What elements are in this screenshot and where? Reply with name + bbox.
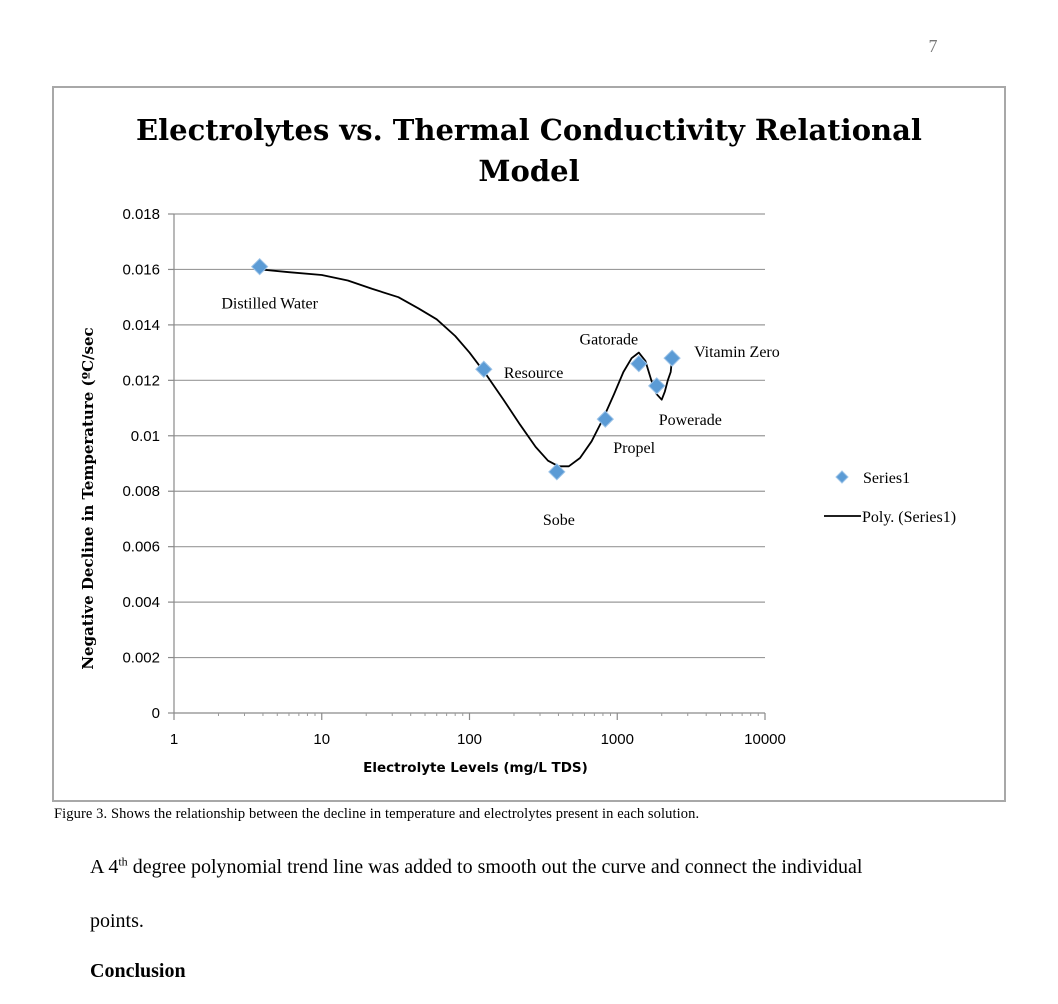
chart-svg: Electrolytes vs. Thermal Conductivity Re… [79,113,956,776]
data-point-marker [663,349,681,367]
y-tick-label: 0.004 [122,594,160,611]
section-heading-conclusion: Conclusion [90,960,186,982]
x-tick-label: 10000 [744,731,786,748]
y-tick-label: 0.006 [122,539,160,556]
ordinal-superscript: th [118,854,128,869]
trendline-path [259,268,673,468]
chart-title-line: Electrolytes vs. Thermal Conductivity Re… [136,113,922,147]
data-point-marker [596,410,615,428]
body-text-rest: degree polynomial trend line was added t… [127,856,863,878]
body-text-start: A 4 [90,856,119,878]
data-point-marker [548,463,566,481]
data-label: Resource [504,365,564,382]
x-tick-label: 1000 [601,731,634,748]
x-tick-label: 10 [313,731,330,748]
data-point-marker [250,257,269,276]
legend-label-series1: Series1 [863,470,910,487]
y-tick-label: 0.01 [131,428,160,445]
data-point-marker [630,354,648,373]
x-axis-title: Electrolyte Levels (mg/L TDS) [363,760,588,776]
y-tick-label: 0 [152,705,160,722]
figure-caption: Figure 3. Shows the relationship between… [54,806,700,822]
y-tick-label: 0.016 [122,261,160,278]
y-tick-label: 0.008 [122,483,160,500]
y-axis-title: Negative Decline in Temperature (ºC/sec [79,327,97,669]
data-label: Propel [613,440,655,457]
y-tick-label: 0.018 [122,206,160,223]
data-label: Gatorade [580,332,639,349]
page-number: 7 [928,36,938,56]
y-tick-label: 0.014 [122,317,160,334]
legend-marker-series1 [835,470,849,484]
data-label: Powerade [659,412,722,429]
chart-frame: Electrolytes vs. Thermal Conductivity Re… [52,86,1006,802]
body-paragraph-line-2: points. [90,910,144,932]
data-point-marker [475,360,493,378]
body-paragraph-line-1: A 4th degree polynomial trend line was a… [90,854,863,879]
x-tick-label: 100 [457,731,482,748]
legend-label-trendline: Poly. (Series1) [862,509,956,526]
chart-title-line: Model [478,154,579,188]
y-tick-label: 0.012 [122,372,160,389]
y-tick-label: 0.002 [122,650,160,667]
data-label: Sobe [543,512,575,529]
data-point-marker [648,377,666,395]
data-label: Distilled Water [221,296,318,313]
x-tick-label: 1 [170,731,178,748]
data-label: Vitamin Zero [694,344,780,361]
